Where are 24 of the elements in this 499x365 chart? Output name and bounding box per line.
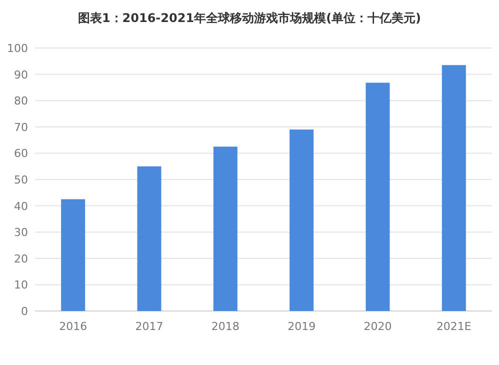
y-tick-label: 80	[14, 94, 28, 108]
y-tick-label: 0	[21, 305, 28, 318]
x-tick-label: 2021E	[436, 320, 472, 333]
y-tick-label: 60	[14, 147, 28, 160]
x-tick-label: 2016	[59, 320, 88, 333]
bar	[213, 146, 238, 311]
bar	[61, 199, 86, 311]
y-tick-label: 10	[14, 278, 28, 292]
chart-title: 图表1：2016-2021年全球移动游戏市场规模(单位：十亿美元)	[78, 11, 422, 25]
bar	[290, 130, 314, 311]
y-tick-label: 40	[14, 200, 28, 213]
y-tick-label: 20	[14, 252, 28, 266]
x-tick-label: 2018	[211, 320, 240, 333]
y-tick-label: 50	[14, 174, 28, 186]
y-tick-label: 90	[14, 68, 28, 82]
y-tick-label: 30	[14, 226, 28, 240]
x-tick-label: 2019	[288, 320, 316, 333]
y-tick-label: 100	[7, 42, 28, 55]
bar	[137, 166, 162, 311]
x-tick-label: 2020	[364, 320, 392, 333]
x-tick-label: 2017	[135, 320, 164, 333]
bar	[442, 65, 466, 311]
bar	[366, 82, 390, 311]
y-tick-label: 70	[14, 120, 28, 134]
